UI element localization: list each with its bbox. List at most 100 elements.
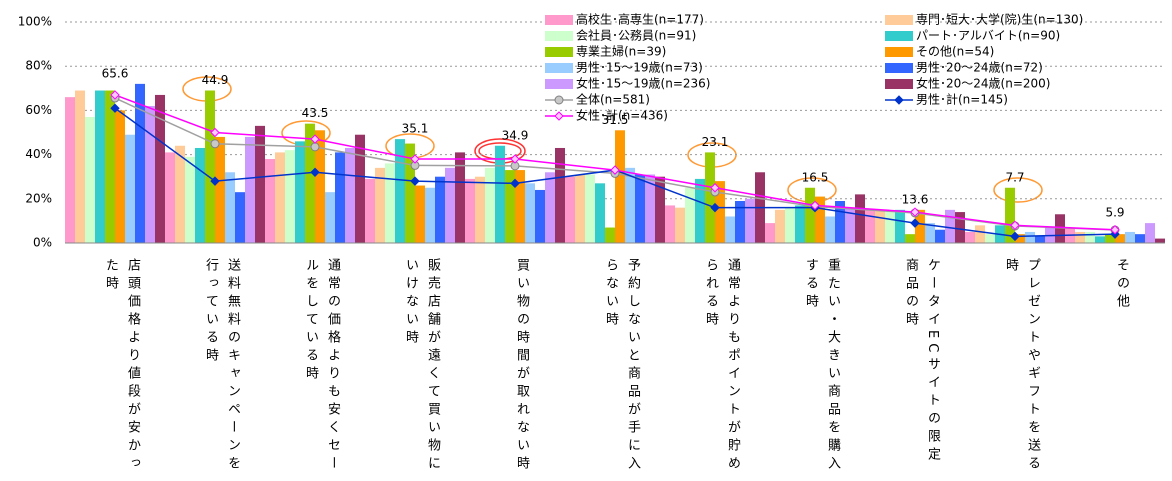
- y-tick-label: 40%: [25, 147, 52, 161]
- x-tick-label: 販売店舗が遠くて買い物にいけない時: [403, 258, 440, 474]
- marker: [210, 176, 220, 186]
- marker: [710, 183, 720, 193]
- x-tick-label: 予約しないと商品が手に入らない時: [603, 258, 640, 474]
- bar: [455, 152, 465, 243]
- bar: [375, 167, 385, 243]
- bar: [905, 234, 915, 243]
- legend-swatch: [885, 79, 913, 89]
- x-tick-label: プレゼントやギフトを送る時: [1003, 258, 1040, 474]
- bar: [645, 174, 655, 243]
- bar: [335, 152, 345, 243]
- bar: [535, 189, 545, 243]
- bar: [145, 105, 155, 243]
- bar: [285, 150, 295, 243]
- marker: [110, 90, 120, 100]
- bar: [195, 147, 205, 243]
- legend-label: 全体(n=581): [576, 92, 650, 107]
- data-label: 43.5: [302, 106, 329, 120]
- legend-swatch: [885, 63, 913, 73]
- marker: [1010, 220, 1020, 231]
- bar: [295, 141, 305, 243]
- bar: [875, 209, 885, 243]
- bar: [1035, 236, 1045, 243]
- bar: [215, 136, 225, 243]
- bar: [925, 223, 935, 243]
- legend-swatch: [545, 63, 573, 73]
- bar: [355, 134, 365, 243]
- bar: [1025, 231, 1035, 243]
- bar: [525, 183, 535, 243]
- bar: [1155, 238, 1165, 243]
- bar: [1075, 231, 1085, 243]
- marker: [910, 207, 920, 217]
- x-tick-label: その他: [1114, 258, 1129, 312]
- bar: [765, 223, 775, 243]
- marker: [310, 142, 320, 152]
- legend-label: 高校生･高専生(n=177): [576, 12, 704, 27]
- legend-swatch: [885, 15, 913, 25]
- marker: [510, 178, 520, 189]
- bar: [1135, 234, 1145, 243]
- bar: [825, 216, 835, 243]
- bar: [395, 139, 405, 243]
- legend-label: 男性･計(n=145): [916, 92, 1008, 107]
- bar: [935, 229, 945, 243]
- bar: [835, 201, 845, 243]
- bar: [715, 181, 725, 243]
- marker: [610, 165, 620, 175]
- bar: [1145, 223, 1155, 243]
- bar: [575, 174, 585, 243]
- bar: [675, 207, 685, 243]
- data-label: 5.9: [1105, 206, 1124, 220]
- bar: [65, 97, 75, 243]
- marker: [710, 202, 720, 213]
- x-tick-label: ケータイECサイトの限定商品の時: [903, 258, 940, 466]
- x-tick-label: 重たい・大きい商品を購入する時: [803, 258, 840, 474]
- data-label: 65.6: [102, 66, 129, 80]
- bar: [775, 209, 785, 243]
- bar: [705, 152, 715, 243]
- data-label: 7.7: [1005, 170, 1024, 184]
- bar: [325, 192, 335, 243]
- bar: [945, 209, 955, 243]
- bar: [695, 178, 705, 243]
- legend-swatch: [885, 31, 913, 41]
- bar: [735, 201, 745, 243]
- bar: [185, 156, 195, 243]
- bar: [225, 172, 235, 243]
- bar: [85, 117, 95, 243]
- bar: [125, 134, 135, 243]
- bar: [785, 207, 795, 243]
- bar: [545, 172, 555, 243]
- bar: [135, 83, 145, 243]
- legend-swatch: [545, 79, 573, 89]
- bar: [1015, 234, 1025, 243]
- data-label: 23.1: [702, 135, 729, 149]
- bar: [245, 136, 255, 243]
- marker: [410, 154, 420, 164]
- legend-label: パート･アルバイト(n=90): [916, 29, 1060, 43]
- y-tick-label: 60%: [25, 103, 52, 117]
- legend-label: 女性･計(n=436): [576, 108, 668, 123]
- bar: [805, 187, 815, 243]
- bar: [475, 176, 485, 243]
- bar: [505, 170, 515, 243]
- legend-swatch: [545, 47, 573, 57]
- bar: [1125, 231, 1135, 243]
- x-tick-label: 送料無料のキャンペーンを行っている時: [203, 258, 240, 474]
- bar: [885, 212, 895, 243]
- bar: [305, 123, 315, 243]
- bar: [75, 90, 85, 243]
- legend-marker: [894, 95, 904, 105]
- legend-label: その他(n=54): [916, 45, 994, 59]
- bar: [815, 196, 825, 243]
- marker: [810, 200, 820, 211]
- bar: [1005, 187, 1015, 243]
- data-label: 16.5: [802, 170, 829, 184]
- bar: [895, 209, 905, 243]
- highlight: [993, 177, 1043, 203]
- marker: [1010, 231, 1020, 242]
- bar: [165, 152, 175, 243]
- bar: [365, 178, 375, 243]
- bar: [425, 187, 435, 243]
